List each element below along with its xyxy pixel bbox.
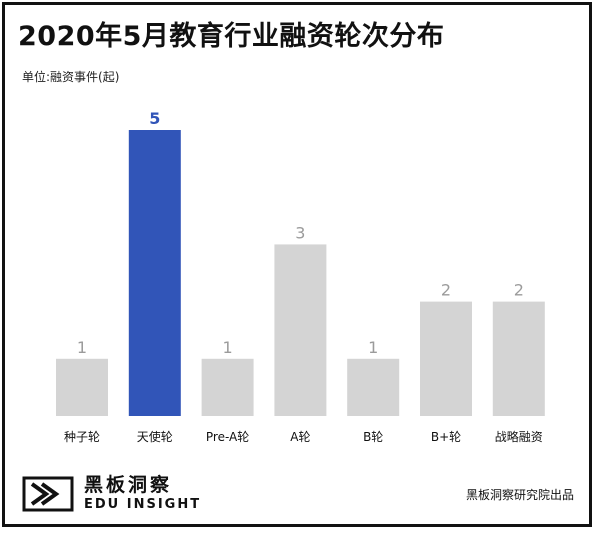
brand-logo: 黑板洞察 EDU INSIGHT: [22, 470, 212, 520]
chart-title: 2020年5月教育行业融资轮次分布: [18, 21, 445, 52]
logo-name-cn: 黑板洞察: [84, 474, 173, 496]
bar-value-label-4: 1: [368, 338, 378, 357]
logo-play-icon: [22, 476, 74, 512]
category-label-4: B轮: [363, 430, 383, 444]
bar-value-label-6: 2: [514, 281, 524, 300]
category-label-2: Pre-A轮: [206, 430, 249, 444]
category-label-0: 种子轮: [64, 430, 100, 444]
bar-2: [201, 358, 254, 416]
category-label-6: 战略融资: [495, 429, 543, 444]
unit-label: 单位:融资事件(起): [22, 70, 120, 84]
bar-chart: 1 种子轮 5 天使轮 1 Pre-A轮 3 A轮 1 B轮 2 B+轮 2 战略融资: [56, 109, 545, 444]
bar-6: [492, 301, 545, 416]
source-credit: 黑板洞察研究院出品: [465, 488, 574, 502]
bar-value-label-5: 2: [441, 281, 451, 300]
bar-value-label-2: 1: [223, 338, 233, 357]
bar-value-label-1: 5: [149, 109, 160, 128]
bar-3: [274, 244, 327, 416]
bar-4: [347, 358, 400, 416]
bar-1: [128, 130, 181, 416]
bar-0: [56, 358, 108, 416]
bar-value-label-0: 1: [77, 338, 87, 357]
bar-value-label-3: 3: [295, 223, 305, 242]
category-label-1: 天使轮: [137, 429, 173, 444]
category-label-5: B+轮: [431, 430, 461, 444]
category-label-3: A轮: [290, 430, 310, 444]
bar-5: [420, 301, 472, 416]
logo-name-en: EDU INSIGHT: [84, 497, 202, 512]
